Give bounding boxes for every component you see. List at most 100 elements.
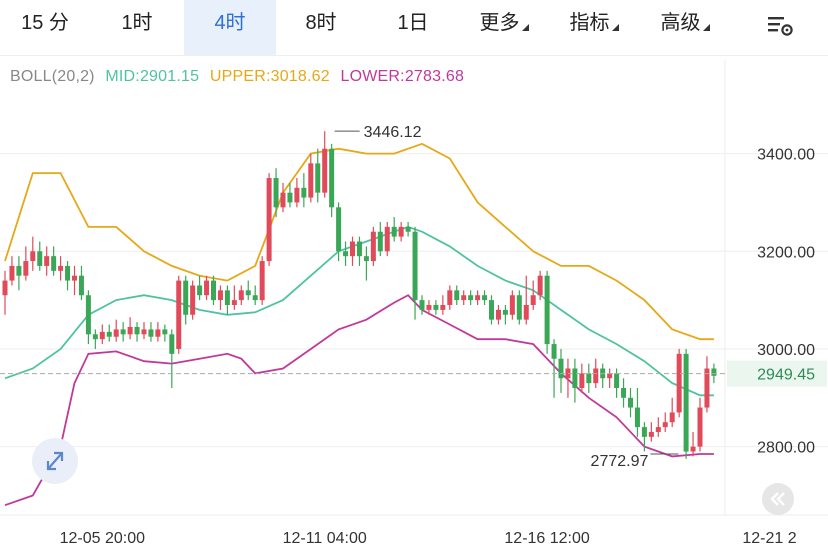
candle-body — [92, 334, 98, 340]
tab-label: 15 分 — [21, 12, 69, 34]
tab-label: 更多 — [479, 12, 520, 34]
boll-legend: BOLL(20,2) MID:2901.15 UPPER:3018.62 LOW… — [10, 68, 470, 86]
candle-body — [641, 427, 647, 437]
candle-body — [607, 373, 613, 379]
tab-2[interactable]: 4时 — [184, 0, 276, 55]
candle-body — [252, 295, 258, 301]
boll-lower-line — [4, 294, 714, 507]
candle-body — [475, 295, 481, 301]
chart-settings-icon — [768, 17, 793, 36]
candle-body — [628, 397, 633, 408]
candle-body — [211, 280, 216, 301]
candle-body — [183, 280, 189, 315]
candle-body — [134, 326, 140, 335]
tab-0[interactable]: 15 分 — [0, 0, 90, 55]
boll-upper-line — [4, 142, 714, 341]
tab-label: 1日 — [397, 12, 429, 34]
candle-body — [30, 251, 36, 262]
candle-body — [447, 290, 453, 305]
candle-body — [322, 148, 328, 193]
candle-body — [502, 309, 508, 315]
candle-body — [398, 226, 404, 237]
tab-label: 8时 — [305, 12, 337, 34]
candle-body — [662, 422, 668, 428]
tab-3[interactable]: 8时 — [276, 0, 366, 55]
boll-legend-mid: MID:2901.15 — [105, 68, 200, 85]
candle-body — [384, 226, 390, 252]
x-tick-label: 12-21 2 — [742, 530, 796, 547]
candle-body — [655, 427, 661, 432]
candle-body — [224, 290, 230, 305]
candle-body — [537, 275, 543, 296]
candle-body — [551, 344, 557, 359]
candle-body — [482, 295, 488, 301]
tab-5[interactable]: 更多 — [460, 0, 548, 55]
candle-body — [683, 353, 689, 452]
candle-body — [579, 373, 585, 389]
candle-body — [565, 368, 571, 379]
candle-body — [704, 368, 710, 408]
candle-body — [190, 285, 196, 315]
tab-1[interactable]: 1时 — [92, 0, 182, 55]
candle-body — [23, 261, 29, 276]
y-tick-label: 3000.00 — [757, 342, 815, 359]
candle-body — [572, 368, 578, 389]
candle-body — [412, 231, 418, 301]
candle-body — [65, 265, 71, 281]
candle-body — [106, 331, 112, 337]
candle-body — [148, 329, 154, 337]
candle-body — [204, 280, 210, 296]
x-tick-label: 12-05 20:00 — [60, 530, 146, 547]
candle-body — [9, 265, 15, 281]
candle-body — [72, 275, 77, 281]
candle-body — [336, 207, 342, 252]
high-price-label: 3446.12 — [364, 124, 422, 141]
x-tick-label: 12-11 04:00 — [283, 530, 367, 547]
candle-body — [586, 373, 592, 384]
tab-label: 高级 — [660, 12, 701, 34]
candle-body — [85, 295, 91, 335]
candle-body — [99, 331, 105, 340]
candle-body — [245, 290, 251, 296]
boll-legend-upper: UPPER:3018.62 — [209, 68, 330, 85]
candle-body — [16, 265, 22, 276]
candle-body — [634, 407, 640, 428]
candle-body — [294, 187, 300, 203]
candle-body — [356, 241, 362, 257]
double-chevron-left-icon — [770, 492, 785, 506]
candle-body — [44, 256, 50, 266]
tab-6[interactable]: 指标 — [550, 0, 638, 55]
candle-body — [231, 300, 237, 305]
dropdown-caret-icon — [521, 24, 529, 31]
candle-body — [2, 280, 8, 296]
candle-body — [308, 163, 314, 198]
candle-body — [495, 309, 501, 320]
tab-7[interactable]: 高级 — [640, 0, 730, 55]
candle-body — [113, 329, 119, 337]
dropdown-caret-icon — [702, 24, 710, 31]
candle-body — [217, 290, 223, 301]
candle-body — [329, 148, 335, 208]
candle-body — [433, 305, 439, 310]
current-price-tag — [727, 360, 827, 387]
k-button[interactable] — [762, 483, 794, 515]
candle-body — [468, 295, 474, 301]
candle-body — [614, 373, 620, 389]
tab-label: 4时 — [214, 12, 246, 34]
expand-arrows-icon — [46, 451, 64, 471]
candle-body — [669, 412, 675, 423]
tab-4[interactable]: 1日 — [368, 0, 458, 55]
candle-body — [120, 329, 126, 335]
chart-settings-button[interactable] — [760, 6, 800, 42]
candle-body — [169, 334, 175, 354]
candle-body — [155, 329, 161, 337]
candle-body — [509, 295, 515, 315]
candle-body — [350, 241, 355, 257]
candle-body — [197, 285, 203, 296]
candle-body — [558, 358, 564, 379]
zoom-toggle-button[interactable] — [32, 438, 78, 484]
candle-body — [287, 192, 293, 203]
tab-label: 指标 — [569, 12, 610, 34]
candle-body — [621, 388, 627, 398]
